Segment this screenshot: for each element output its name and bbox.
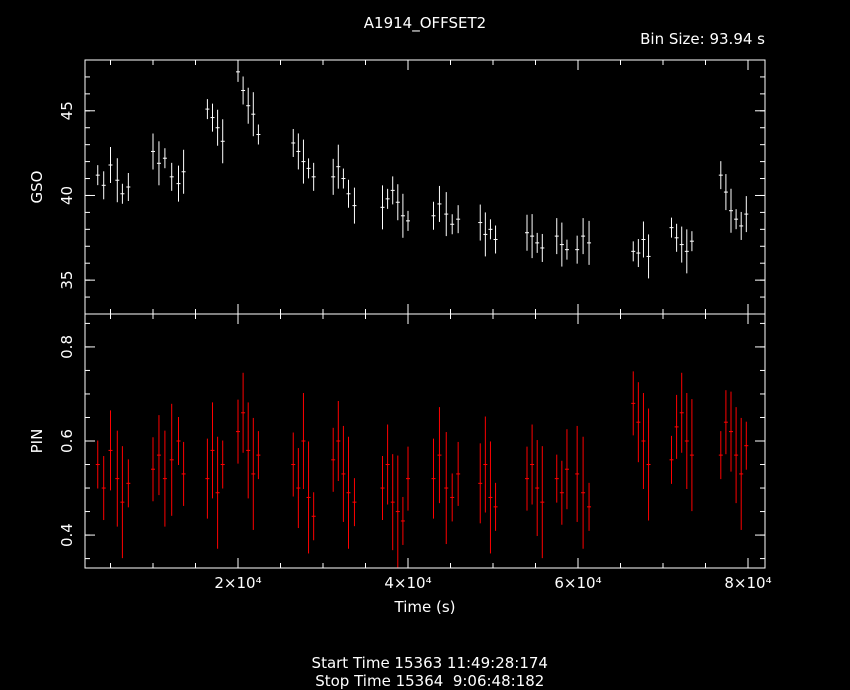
- start-time: Start Time 15363 11:49:28:174: [311, 654, 548, 672]
- bottom-panel-ticks: 0.4 0.6 0.8 2×10⁴ 4×10⁴ 6×10⁴ 8×10⁴: [58, 314, 772, 592]
- y-axis-label-pin: PIN: [28, 429, 46, 454]
- time-range-footer: Start Time 15363 11:49:28:174 Stop Time …: [0, 636, 850, 690]
- top-panel-ticks: 35 40 45: [58, 59, 765, 315]
- y-tick-label: 45: [58, 101, 76, 120]
- x-axis-label: Time (s): [394, 598, 456, 616]
- x-tick-label: 8×10⁴: [724, 574, 771, 592]
- x-tick-label: 6×10⁴: [554, 574, 601, 592]
- y-axis-label-gso: GSO: [28, 171, 46, 204]
- stop-time: Stop Time 15364 9:06:48:182: [315, 672, 545, 690]
- top-panel-frame: [84, 59, 766, 315]
- y-tick-label: 0.8: [58, 335, 76, 359]
- y-tick-label: 35: [58, 271, 76, 290]
- gso-data-series: [95, 61, 749, 279]
- y-tick-label: 40: [58, 186, 76, 205]
- x-tick-label: 2×10⁴: [214, 574, 261, 592]
- chart-title: A1914_OFFSET2: [364, 14, 486, 33]
- y-tick-label: 0.6: [58, 429, 76, 453]
- bin-size-label: Bin Size: 93.94 s: [640, 30, 765, 48]
- y-tick-label: 0.4: [58, 523, 76, 547]
- x-tick-label: 4×10⁴: [384, 574, 431, 592]
- bottom-panel-frame: [84, 313, 766, 569]
- pin-data-series: [95, 371, 749, 568]
